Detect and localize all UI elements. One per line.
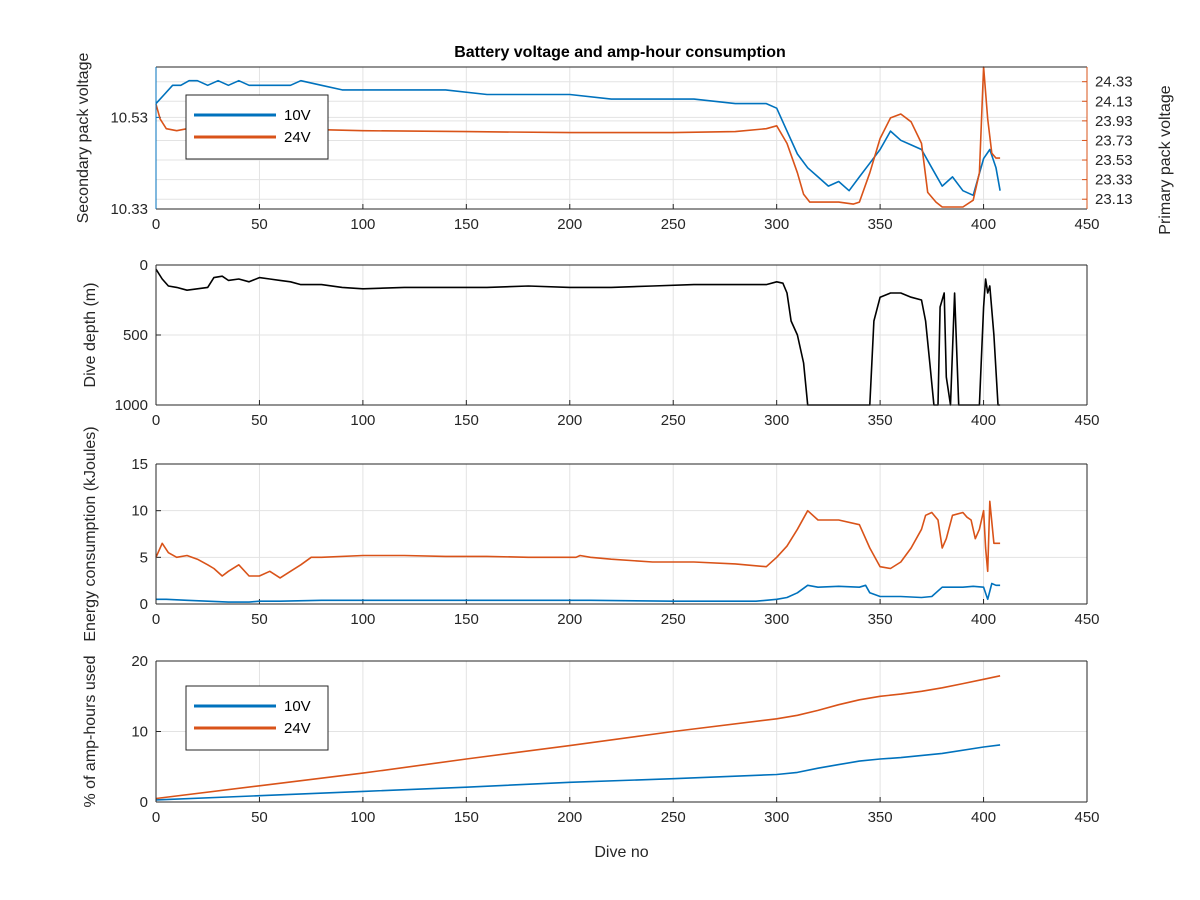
y-right-tick-label: 23.53 (1095, 152, 1133, 169)
x-tick-label: 250 (661, 611, 686, 628)
y-tick-label: 20 (131, 653, 148, 670)
chart-panel-1: 0 50 100 150 200 250 300 350 400 450 10.33 10.53 23.… (75, 53, 1174, 235)
y-right-tick-label: 23.13 (1095, 191, 1133, 208)
x-tick-label: 0 (152, 611, 160, 628)
x-tick-label: 350 (868, 216, 893, 233)
y-axis-label: Energy consumption (kJoules) (82, 426, 99, 641)
chart-panel-3: 0 50 100 150 200 250 300 350 400 450 0 5 10 15 Energy … (82, 426, 1100, 641)
x-tick-label: 200 (557, 611, 582, 628)
y-tick-label: 1000 (115, 397, 148, 414)
y-tick-label: 5 (140, 549, 148, 566)
y-axis-label: % of amp-hours used (82, 655, 99, 807)
x-tick-label: 400 (971, 216, 996, 233)
x-tick-label: 200 (557, 809, 582, 826)
x-tick-label: 50 (251, 216, 268, 233)
y-tick-label: 500 (123, 327, 148, 344)
x-tick-label: 350 (868, 412, 893, 429)
x-tick-label: 200 (557, 412, 582, 429)
x-tick-label: 100 (350, 611, 375, 628)
x-axis-label: Dive no (594, 844, 648, 861)
x-tick-label: 300 (764, 611, 789, 628)
series-line-10v (156, 582, 1001, 603)
x-tick-label: 450 (1074, 611, 1099, 628)
x-tick-label: 400 (971, 611, 996, 628)
legend-label-10v: 10V (284, 698, 311, 715)
y-tick-label: 10 (131, 503, 148, 520)
x-tick-label: 50 (251, 611, 268, 628)
y-axis-label: Dive depth (m) (82, 283, 99, 388)
y-tick-label: 10.53 (110, 109, 148, 126)
x-tick-label: 0 (152, 412, 160, 429)
y-tick-label: 10.33 (110, 201, 148, 218)
y-tick-label: 0 (140, 257, 148, 274)
x-tick-label: 0 (152, 809, 160, 826)
x-tick-label: 100 (350, 809, 375, 826)
x-tick-label: 200 (557, 216, 582, 233)
y-right-tick-label: 23.33 (1095, 172, 1133, 189)
x-tick-label: 350 (868, 809, 893, 826)
legend-label-10v: 10V (284, 107, 311, 124)
y-right-tick-label: 23.93 (1095, 113, 1133, 130)
x-tick-label: 100 (350, 412, 375, 429)
x-tick-label: 250 (661, 809, 686, 826)
y-axis-label: Secondary pack voltage (75, 53, 92, 224)
x-tick-label: 450 (1074, 216, 1099, 233)
x-tick-label: 450 (1074, 412, 1099, 429)
x-tick-label: 50 (251, 412, 268, 429)
x-tick-label: 50 (251, 809, 268, 826)
x-tick-label: 400 (971, 412, 996, 429)
x-tick-label: 150 (454, 216, 479, 233)
x-tick-label: 300 (764, 412, 789, 429)
legend-label-24v: 24V (284, 720, 311, 737)
y-right-tick-label: 24.13 (1095, 93, 1133, 110)
y-tick-label: 0 (140, 794, 148, 811)
series-line-depth (155, 268, 1001, 406)
x-tick-label: 150 (454, 809, 479, 826)
x-tick-label: 250 (661, 412, 686, 429)
chart-panel-4: 0 50 100 150 200 250 300 350 400 450 0 10 20 % of amp… (82, 653, 1100, 861)
x-tick-label: 300 (764, 809, 789, 826)
x-tick-label: 100 (350, 216, 375, 233)
x-tick-label: 450 (1074, 809, 1099, 826)
x-tick-label: 0 (152, 216, 160, 233)
x-tick-label: 350 (868, 611, 893, 628)
y-tick-label: 15 (131, 456, 148, 473)
plot-area (156, 464, 1087, 604)
y-right-axis-label: Primary pack voltage (1157, 85, 1174, 234)
legend-box (185, 94, 329, 160)
x-tick-label: 150 (454, 611, 479, 628)
y-tick-label: 0 (140, 596, 148, 613)
x-tick-label: 400 (971, 809, 996, 826)
axes-layer: 0 50 100 150 200 250 300 350 400 45010.3310.5323.… (75, 53, 1174, 861)
y-right-tick-label: 24.33 (1095, 74, 1133, 91)
figure-title: Battery voltage and amp-hour consumption (454, 44, 786, 61)
y-tick-label: 10 (131, 724, 148, 741)
chart-panel-2: 0 50 100 150 200 250 300 350 400 450 0 500 1000 Dive … (82, 257, 1100, 429)
x-tick-label: 300 (764, 216, 789, 233)
series-line-10v (155, 744, 1001, 801)
y-right-tick-label: 23.73 (1095, 132, 1133, 149)
series-line-24v (155, 500, 1001, 579)
series-line-10v (155, 79, 1001, 197)
legend-box (185, 685, 329, 751)
x-tick-label: 250 (661, 216, 686, 233)
x-tick-label: 150 (454, 412, 479, 429)
legend-label-24v: 24V (284, 129, 311, 146)
series-line-24v (155, 675, 1001, 800)
